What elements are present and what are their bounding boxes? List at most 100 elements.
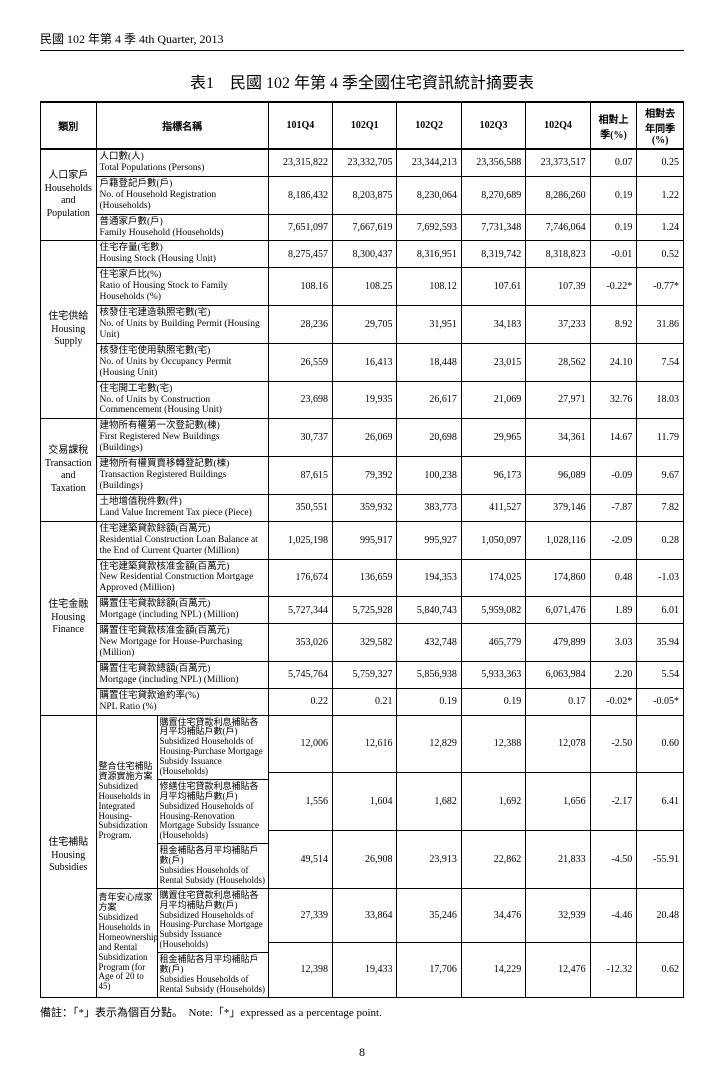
table-row: 住宅金融HousingFinance住宅建築貸款餘額(百萬元)Residenti… [41,521,684,559]
value-cell: 28,562 [526,343,590,381]
value-cell: 19,433 [333,943,397,997]
value-cell: -0.05* [637,688,684,715]
value-cell: 108.16 [268,268,332,306]
value-cell: 0.19 [590,214,637,241]
col-102q1: 102Q1 [333,102,397,149]
value-cell: 8,319,742 [461,241,525,268]
value-cell: 995,927 [397,521,461,559]
table-row: 住宅補貼HousingSubsidies整合住宅補貼資源實施方案 Subsidi… [41,715,684,773]
value-cell: 5,725,928 [333,597,397,624]
indicator-cell: 建物所有權第一次登記數(棟)First Registered New Build… [96,419,268,457]
value-cell: 107.61 [461,268,525,306]
indicator-cell: 人口數(人)Total Populations (Persons) [96,149,268,176]
value-cell: 5,727,344 [268,597,332,624]
value-cell: 8.92 [590,306,637,344]
indicator-cell: 住宅存量(宅數)Housing Stock (Housing Unit) [96,241,268,268]
col-pct-qoq: 相對上季(%) [590,102,637,149]
value-cell: 0.19 [461,688,525,715]
table-row: 購置住宅貸款逾約率(%)NPL Ratio (%)0.220.210.190.1… [41,688,684,715]
value-cell: 22,862 [461,831,525,889]
value-cell: 35,246 [397,888,461,942]
table-row: 購置住宅貸款總額(百萬元)Mortgage (including NPL) (M… [41,661,684,688]
value-cell: 5,933,363 [461,661,525,688]
value-cell: 108.25 [333,268,397,306]
table-row: 人口家戶HouseholdsandPopulation人口數(人)Total P… [41,149,684,176]
value-cell: 34,361 [526,419,590,457]
value-cell: 0.60 [637,715,684,773]
value-cell: -2.17 [590,773,637,831]
table-row: 交易課稅TransactionandTaxation建物所有權第一次登記數(棟)… [41,419,684,457]
table-row: 住宅開工宅數(宅)No. of Units by Construction Co… [41,381,684,419]
value-cell: 0.17 [526,688,590,715]
value-cell: 5,745,764 [268,661,332,688]
table-row: 住宅供給HousingSupply住宅存量(宅數)Housing Stock (… [41,241,684,268]
value-cell: 21,833 [526,831,590,889]
value-cell: -0.77* [637,268,684,306]
indicator-cell: 建物所有權買賣移轉登記數(棟)Transaction Registered Bu… [96,457,268,495]
indicator-cell: 核發住宅建造執照宅數(宅)No. of Units by Building Pe… [96,306,268,344]
indicator-cell: 核發住宅使用執照宅數(宅)No. of Units by Occupancy P… [96,343,268,381]
value-cell: 1,028,116 [526,521,590,559]
indicator-cell: 購置住宅貸款逾約率(%)NPL Ratio (%) [96,688,268,715]
value-cell: 1.24 [637,214,684,241]
value-cell: 194,353 [397,559,461,597]
value-cell: 23,913 [397,831,461,889]
indicator-cell: 租金補貼各月平均補貼戶數(戶)Subsidies Households of R… [157,844,268,888]
value-cell: -7.87 [590,494,637,521]
indicator-cell: 戶籍登記戶數(戶)No. of Household Registration (… [96,176,268,214]
value-cell: -0.09 [590,457,637,495]
value-cell: 37,233 [526,306,590,344]
value-cell: 432,748 [397,624,461,662]
value-cell: 20,698 [397,419,461,457]
value-cell: 23,315,822 [268,149,332,176]
value-cell: -2.09 [590,521,637,559]
value-cell: 11.79 [637,419,684,457]
value-cell: 2.20 [590,661,637,688]
value-cell: 26,908 [333,831,397,889]
value-cell: 995,917 [333,521,397,559]
value-cell: 8,270,689 [461,176,525,214]
program-label: 整合住宅補貼資源實施方案 Subsidized Households in In… [97,716,158,888]
value-cell: 30,737 [268,419,332,457]
indicator-cell: 住宅開工宅數(宅)No. of Units by Construction Co… [96,381,268,419]
table-row: 住宅建築貸款核准金額(百萬元)New Residential Construct… [41,559,684,597]
col-102q4: 102Q4 [526,102,590,149]
value-cell: 5,856,938 [397,661,461,688]
value-cell: 176,674 [268,559,332,597]
value-cell: 26,069 [333,419,397,457]
value-cell: 23,373,517 [526,149,590,176]
summary-table: 類別 指標名稱 101Q4 102Q1 102Q2 102Q3 102Q4 相對… [40,101,684,998]
value-cell: 34,476 [461,888,525,942]
value-cell: -2.50 [590,715,637,773]
value-cell: -1.03 [637,559,684,597]
value-cell: 26,617 [397,381,461,419]
table-row: 住宅家戶比(%)Ratio of Housing Stock to Family… [41,268,684,306]
value-cell: 5,759,327 [333,661,397,688]
value-cell: 329,582 [333,624,397,662]
value-cell: 100,238 [397,457,461,495]
indicator-cell: 住宅建築貸款餘額(百萬元)Residential Construction Lo… [96,521,268,559]
value-cell: 14.67 [590,419,637,457]
value-cell: 23,344,213 [397,149,461,176]
value-cell: 8,316,951 [397,241,461,268]
value-cell: 1,025,198 [268,521,332,559]
value-cell: 8,286,260 [526,176,590,214]
table-row: 建物所有權買賣移轉登記數(棟)Transaction Registered Bu… [41,457,684,495]
value-cell: 7.82 [637,494,684,521]
value-cell: 8,230,064 [397,176,461,214]
category-cell: 住宅供給HousingSupply [41,241,97,419]
value-cell: 8,203,875 [333,176,397,214]
value-cell: 17,706 [397,943,461,997]
value-cell: 20.48 [637,888,684,942]
value-cell: 23,332,705 [333,149,397,176]
value-cell: 411,527 [461,494,525,521]
header-row: 類別 指標名稱 101Q4 102Q1 102Q2 102Q3 102Q4 相對… [41,102,684,149]
value-cell: -4.50 [590,831,637,889]
value-cell: 7,746,064 [526,214,590,241]
value-cell: 27,339 [268,888,332,942]
col-102q2: 102Q2 [397,102,461,149]
col-indicator: 指標名稱 [96,102,268,149]
value-cell: 1.22 [637,176,684,214]
value-cell: 7,667,619 [333,214,397,241]
value-cell: 12,388 [461,715,525,773]
